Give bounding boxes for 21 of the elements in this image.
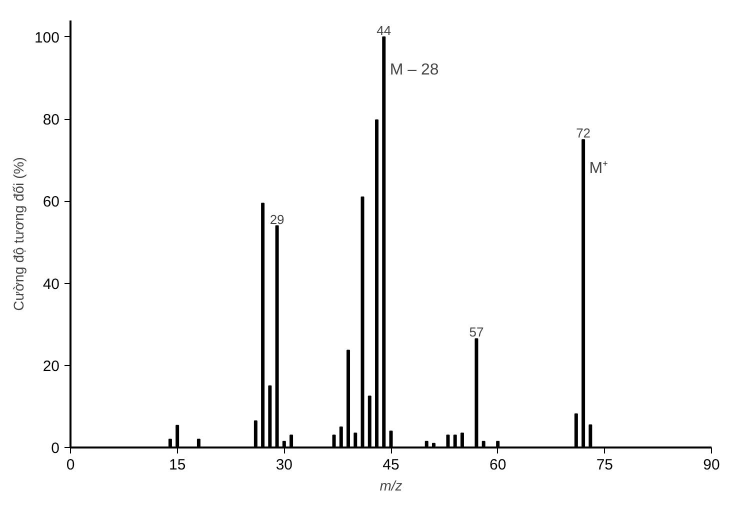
annotation: M – 28 [390,61,439,78]
x-tick-label: 0 [66,456,75,474]
x-tick-label: 90 [703,456,720,474]
y-tick-label: 60 [42,194,60,211]
x-tick-label: 60 [489,456,506,474]
annotation: M⁺ [589,160,608,177]
x-tick-label: 75 [596,456,614,474]
annotation: 29 [270,212,284,227]
annotation: 57 [469,324,484,340]
annotation: 44 [376,22,392,38]
y-tick-label: 0 [51,440,60,457]
x-axis-title: m/z [380,478,402,494]
y-tick-label: 80 [42,112,60,129]
x-tick-label: 30 [276,456,293,474]
y-tick-label: 40 [42,276,60,293]
x-tick-label: 45 [382,456,400,474]
y-axis-title: Cường độ tương đối (%) [10,157,26,311]
annotation: 72 [576,126,591,141]
x-tick-label: 15 [168,456,186,474]
y-tick-label: 20 [42,358,60,375]
y-tick-label: 100 [34,29,60,46]
